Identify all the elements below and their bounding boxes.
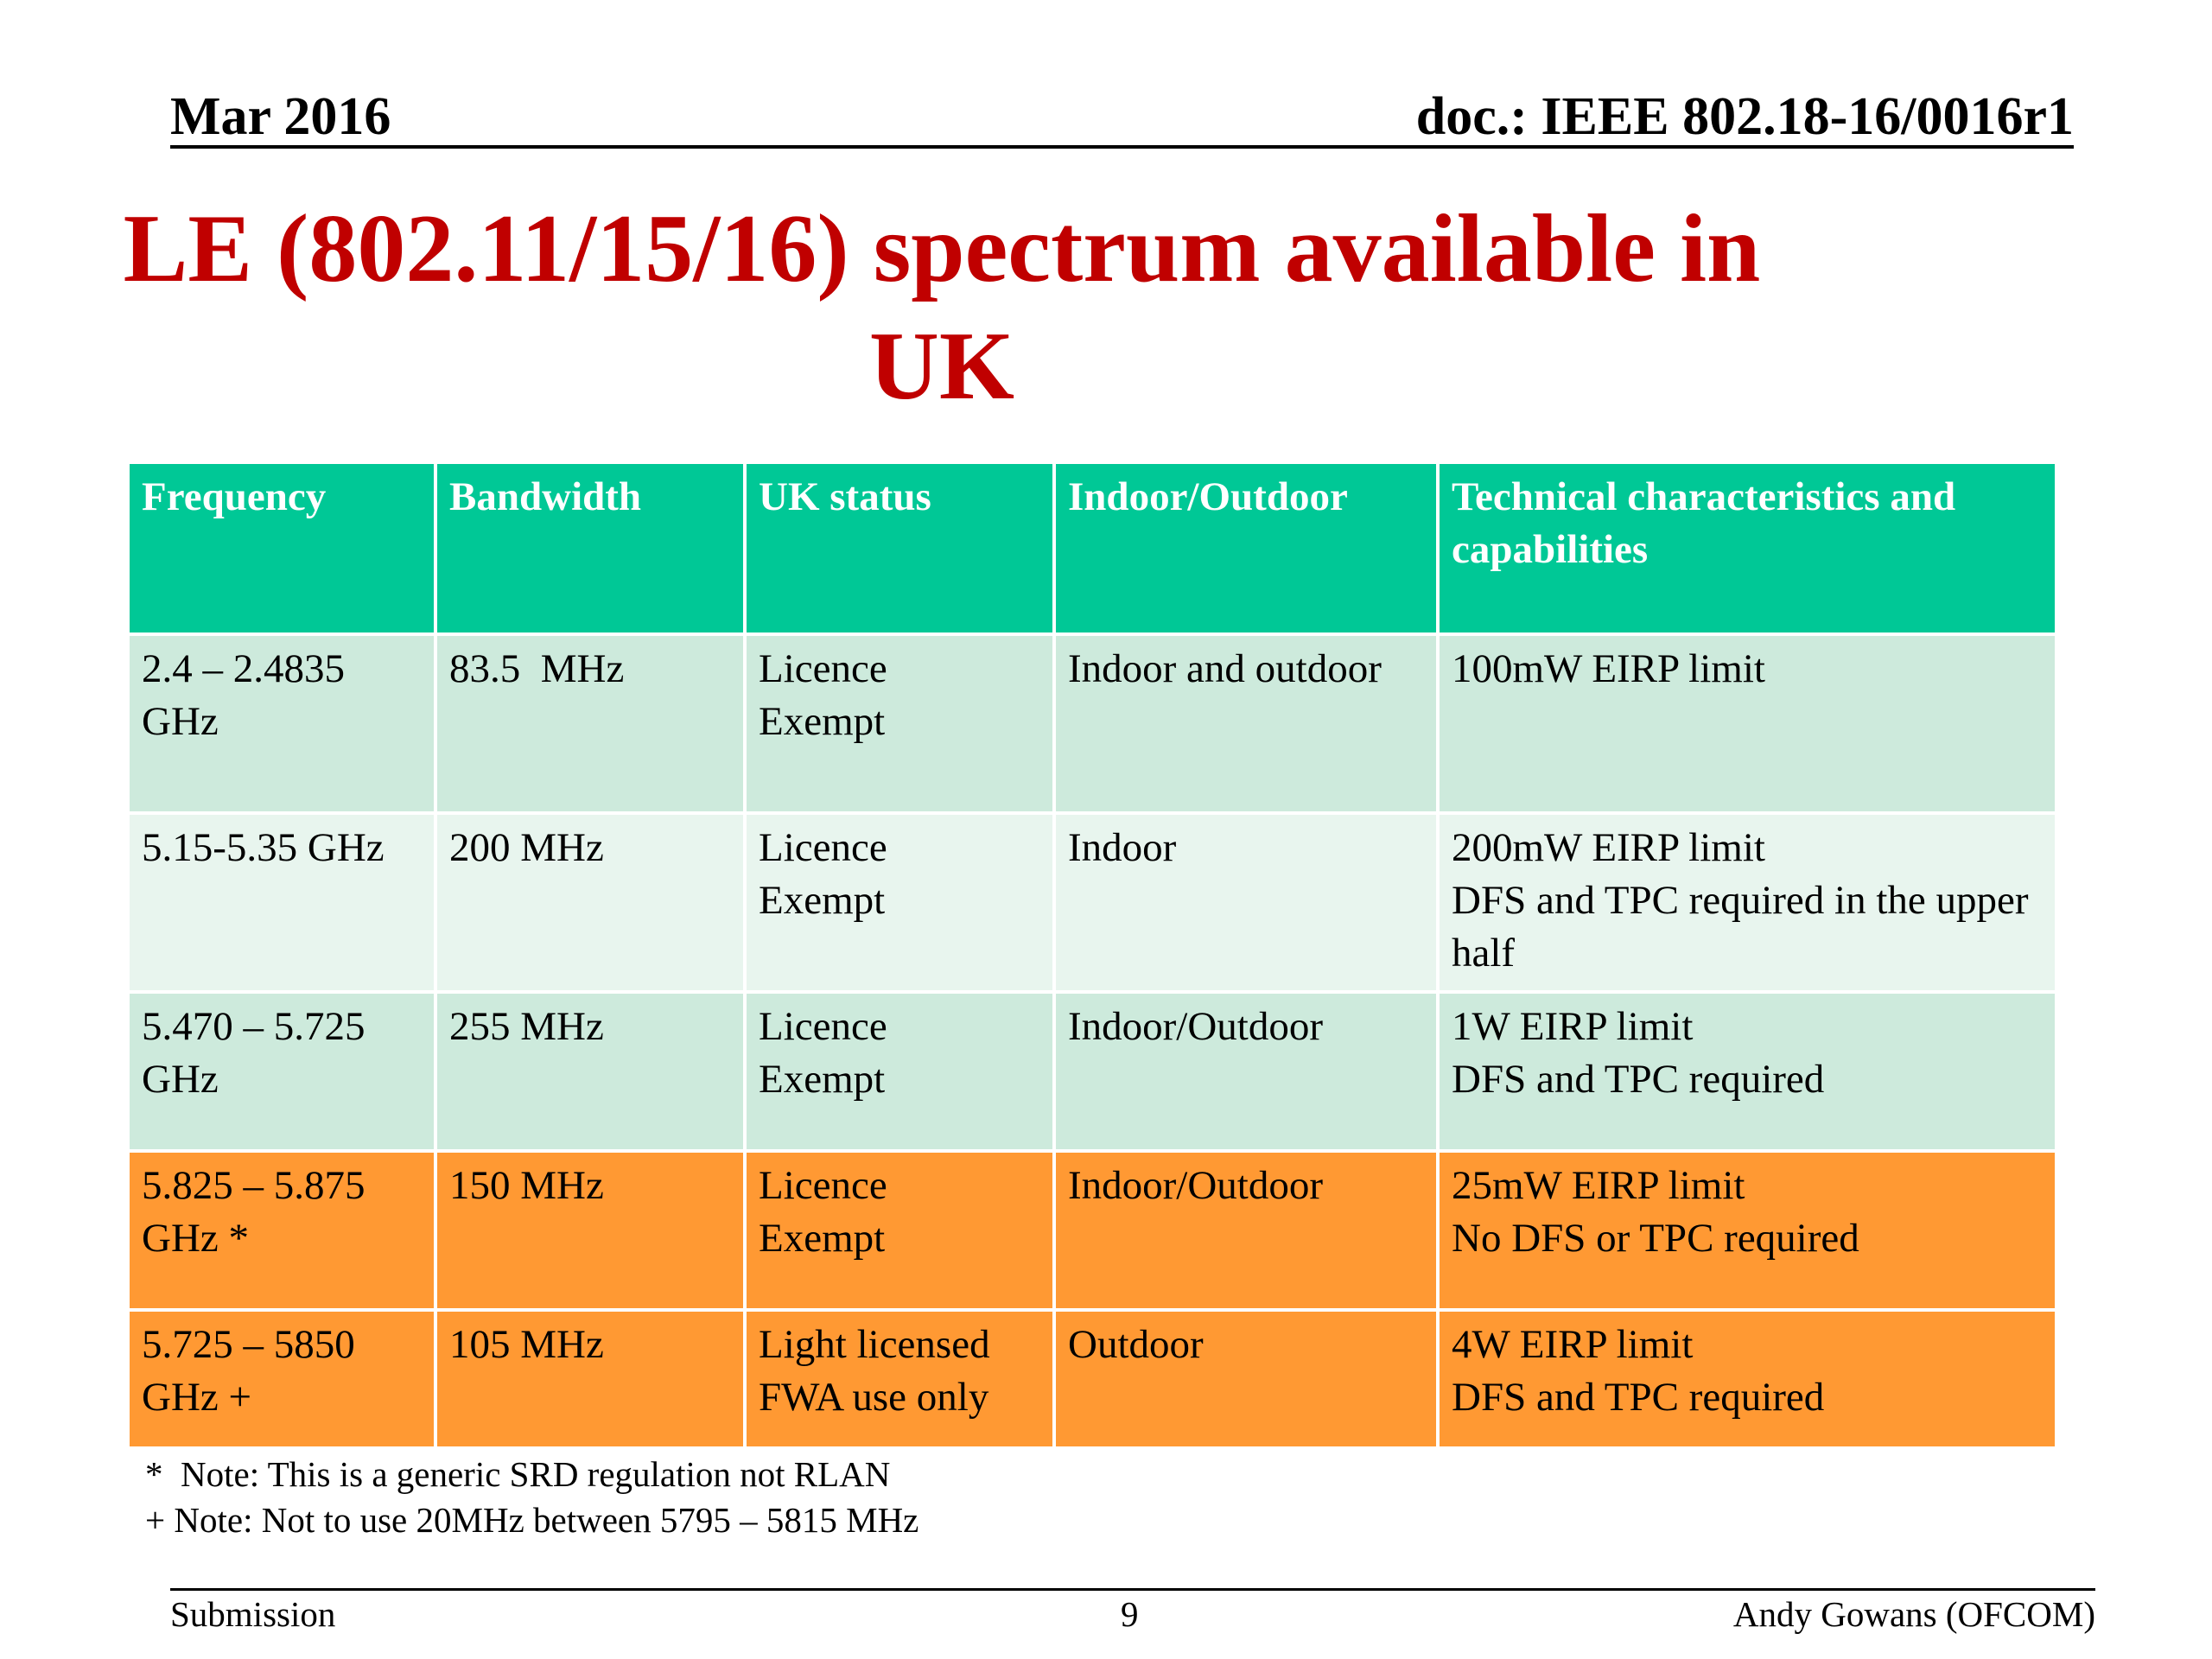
cell-frequency: 5.725 – 5850 GHz +	[126, 1308, 437, 1450]
status-line: Exempt	[759, 699, 886, 744]
cell-location: Indoor/Outdoor	[1052, 990, 1440, 1153]
header-technical: Technical characteristics and capabiliti…	[1436, 461, 2058, 636]
header-bandwidth: Bandwidth	[434, 461, 747, 636]
footer-divider	[170, 1588, 2095, 1591]
cell-bandwidth: 150 MHz	[434, 1149, 747, 1312]
header-date: Mar 2016	[170, 87, 391, 146]
cell-technical: 100mW EIRP limit	[1436, 632, 2058, 815]
tech-line: DFS and TPC required	[1452, 1057, 1825, 1102]
cell-location: Outdoor	[1052, 1308, 1440, 1450]
cell-bandwidth: 105 MHz	[434, 1308, 747, 1450]
cell-location: Indoor and outdoor	[1052, 632, 1440, 815]
table-header-row: Frequency Bandwidth UK status Indoor/Out…	[126, 461, 2058, 636]
tech-line: 1W EIRP limit	[1452, 1004, 1694, 1049]
cell-uk-status: Licence Exempt	[743, 990, 1056, 1153]
cell-bandwidth: 200 MHz	[434, 811, 747, 994]
tech-line: DFS and TPC required	[1452, 1375, 1825, 1420]
footer-author: Andy Gowans (OFCOM)	[1732, 1594, 2095, 1634]
frequency-text: 5.470 – 5.725 GHz	[142, 1004, 365, 1102]
header-uk-status: UK status	[743, 461, 1056, 636]
cell-uk-status: Licence Exempt	[743, 632, 1056, 815]
cell-uk-status: Light licensed FWA use only	[743, 1308, 1056, 1450]
status-line: Exempt	[759, 878, 886, 923]
cell-frequency: 2.4 – 2.4835 GHz	[126, 632, 437, 815]
footnote-asterisk: * Note: This is a generic SRD regulation…	[145, 1454, 891, 1494]
status-line: Licence	[759, 1004, 887, 1049]
bandwidth-text: 150 MHz	[449, 1163, 604, 1208]
cell-frequency: 5.470 – 5.725 GHz	[126, 990, 437, 1153]
tech-line: DFS and TPC required in the upper half	[1452, 878, 2029, 976]
table-row: 5.825 – 5.875 GHz * 150 MHz Licence Exemp…	[126, 1149, 2058, 1312]
table-row: 5.470 – 5.725 GHz 255 MHz Licence Exempt …	[126, 990, 2058, 1153]
status-line: Licence	[759, 646, 887, 691]
page-number: 9	[1121, 1594, 1139, 1634]
status-line: Exempt	[759, 1057, 886, 1102]
status-line: Licence	[759, 825, 887, 870]
location-text: Indoor	[1068, 825, 1177, 870]
status-line: FWA use only	[759, 1375, 989, 1420]
status-line: Licence	[759, 1163, 887, 1208]
header-divider	[170, 145, 2074, 149]
spectrum-table: Frequency Bandwidth UK status Indoor/Out…	[126, 461, 2058, 1450]
status-line: Exempt	[759, 1216, 886, 1261]
tech-line: No DFS or TPC required	[1452, 1216, 1859, 1261]
table-row: 2.4 – 2.4835 GHz 83.5 MHz Licence Exempt …	[126, 632, 2058, 815]
status-line: Light licensed	[759, 1322, 990, 1367]
cell-uk-status: Licence Exempt	[743, 1149, 1056, 1312]
bandwidth-text: 105 MHz	[449, 1322, 604, 1367]
table-row: 5.15-5.35 GHz 200 MHz Licence Exempt Indo…	[126, 811, 2058, 994]
location-text: Indoor and outdoor	[1068, 646, 1382, 691]
cell-uk-status: Licence Exempt	[743, 811, 1056, 994]
tech-line: 200mW EIRP limit	[1452, 825, 1765, 870]
frequency-text: 2.4 – 2.4835 GHz	[142, 646, 345, 744]
header-doc-id: doc.: IEEE 802.18-16/0016r1	[1415, 87, 2074, 146]
cell-technical: 4W EIRP limit DFS and TPC required	[1436, 1308, 2058, 1450]
cell-technical: 25mW EIRP limit No DFS or TPC required	[1436, 1149, 2058, 1312]
cell-location: Indoor/Outdoor	[1052, 1149, 1440, 1312]
location-text: Indoor/Outdoor	[1068, 1004, 1324, 1049]
frequency-text: 5.725 – 5850 GHz +	[142, 1322, 355, 1420]
bandwidth-text: 255 MHz	[449, 1004, 604, 1049]
footnotes: * Note: This is a generic SRD regulation…	[145, 1452, 918, 1543]
header-indoor-outdoor: Indoor/Outdoor	[1052, 461, 1440, 636]
cell-frequency: 5.825 – 5.875 GHz *	[126, 1149, 437, 1312]
frequency-text: 5.825 – 5.875 GHz *	[142, 1163, 365, 1261]
bandwidth-text: 83.5 MHz	[449, 646, 625, 691]
location-text: Indoor/Outdoor	[1068, 1163, 1324, 1208]
cell-bandwidth: 83.5 MHz	[434, 632, 747, 815]
footer-submission: Submission	[170, 1594, 336, 1634]
location-text: Outdoor	[1068, 1322, 1204, 1367]
cell-location: Indoor	[1052, 811, 1440, 994]
cell-frequency: 5.15-5.35 GHz	[126, 811, 437, 994]
footnote-plus: + Note: Not to use 20MHz between 5795 – …	[145, 1500, 919, 1540]
slide-title: LE (802.11/15/16) spectrum available in …	[123, 195, 1761, 420]
frequency-text: 5.15-5.35 GHz	[142, 825, 385, 870]
tech-line: 25mW EIRP limit	[1452, 1163, 1745, 1208]
header-frequency: Frequency	[126, 461, 437, 636]
tech-line: 4W EIRP limit	[1452, 1322, 1694, 1367]
cell-bandwidth: 255 MHz	[434, 990, 747, 1153]
bandwidth-text: 200 MHz	[449, 825, 604, 870]
tech-line: 100mW EIRP limit	[1452, 646, 1765, 691]
table-row: 5.725 – 5850 GHz + 105 MHz Light license…	[126, 1308, 2058, 1450]
cell-technical: 1W EIRP limit DFS and TPC required	[1436, 990, 2058, 1153]
cell-technical: 200mW EIRP limit DFS and TPC required in …	[1436, 811, 2058, 994]
